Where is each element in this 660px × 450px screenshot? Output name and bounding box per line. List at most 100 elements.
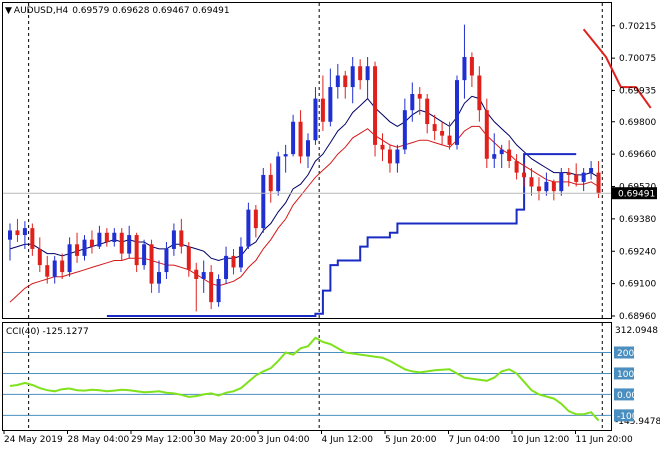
time-tick-label: 3 Jun 04:00: [258, 435, 310, 445]
candle: [119, 228, 124, 261]
candle-body: [8, 230, 12, 240]
candle-body: [89, 239, 94, 247]
price-tick-label: 0.69935: [619, 87, 656, 97]
candle: [484, 98, 489, 168]
candle: [15, 218, 20, 242]
candle: [425, 94, 430, 134]
candle-body: [179, 230, 184, 247]
candle-body: [52, 260, 57, 277]
candle: [328, 68, 333, 127]
ohlc-values: 0.69579 0.69628 0.69467 0.69491: [72, 6, 229, 16]
candle-body: [469, 57, 474, 76]
candle-body: [514, 161, 519, 173]
candle-body: [291, 121, 296, 155]
ma-slow-line: [9, 125, 599, 303]
candle: [157, 260, 161, 293]
candle: [313, 87, 318, 145]
candle: [60, 253, 65, 279]
candle: [365, 57, 370, 99]
candle-body: [246, 209, 251, 247]
cci-level-box: [614, 367, 634, 380]
candle: [164, 242, 169, 279]
candle-body: [387, 149, 392, 164]
candle: [589, 161, 594, 180]
candle-body: [380, 144, 385, 150]
candle: [469, 52, 474, 88]
candle-body: [60, 260, 65, 273]
candle-body: [306, 140, 310, 157]
candle: [499, 144, 504, 168]
candle: [276, 151, 281, 196]
symbol-timeframe: AUDUSD,H4: [14, 6, 69, 16]
candle-body: [112, 232, 117, 242]
candle: [440, 121, 445, 145]
candle-body: [82, 239, 87, 256]
price-tick-label: 0.70075: [619, 54, 656, 64]
candle: [127, 225, 132, 259]
candle: [387, 144, 392, 173]
price-tick-label: 0.69100: [619, 280, 656, 290]
cci-panel-frame: [2, 322, 612, 431]
candle-body: [417, 94, 422, 99]
candle-body: [335, 75, 340, 88]
cci-label: CCI(40) -125.1277: [6, 327, 89, 337]
candle: [529, 168, 534, 196]
candle: [566, 168, 571, 187]
candle: [410, 82, 415, 122]
candle-body: [343, 75, 348, 88]
candle-body: [201, 272, 206, 279]
candle-body: [104, 232, 109, 242]
candle: [462, 24, 467, 99]
candle: [201, 260, 206, 293]
candle-body: [45, 265, 50, 277]
cci-level-box: [614, 409, 634, 422]
candle-body: [209, 272, 214, 303]
candle: [447, 121, 452, 150]
candle-body: [440, 131, 445, 136]
candle: [209, 265, 214, 310]
price-tick-label: 0.69660: [619, 150, 656, 160]
candle: [30, 223, 35, 256]
candle: [581, 168, 586, 192]
time-tick-label: 5 Jun 20:00: [385, 435, 437, 445]
candle: [522, 163, 527, 187]
cci-axis: 312.0948 -145.9478 200 100 0.00 -100: [614, 326, 660, 427]
candle-body: [127, 235, 132, 254]
cci-level-lines: [3, 351, 611, 416]
current-price-label: 0.69491: [618, 190, 655, 200]
candle: [559, 168, 564, 196]
candle: [22, 221, 27, 249]
candle: [402, 98, 407, 155]
candle: [216, 274, 221, 307]
candle: [194, 262, 199, 312]
candle-body: [22, 228, 27, 236]
time-tick-label: 29 May 12:00: [131, 435, 193, 445]
candle-body: [402, 110, 407, 150]
cci-level-label: 100: [617, 370, 634, 380]
candle: [89, 230, 94, 254]
candle: [291, 114, 296, 157]
candle-body: [365, 66, 370, 81]
candle: [134, 232, 139, 273]
candle: [536, 177, 541, 201]
candle-body: [395, 149, 400, 164]
candle: [417, 87, 422, 115]
candle-body: [313, 98, 318, 141]
candle-body: [142, 244, 147, 266]
candle-body: [559, 172, 564, 192]
candle: [171, 223, 176, 256]
time-tick-label: 4 Jun 12:00: [322, 435, 374, 445]
cci-min-label: -145.9478: [615, 417, 660, 427]
candle: [477, 66, 482, 122]
candle: [320, 75, 325, 131]
candle-body: [581, 172, 586, 182]
cci-level-box: [614, 346, 634, 359]
candle-body: [157, 272, 161, 284]
candle: [492, 133, 497, 168]
stop-lines: [106, 28, 652, 317]
candle: [8, 223, 12, 261]
candle: [432, 114, 437, 141]
candle: [350, 57, 355, 104]
